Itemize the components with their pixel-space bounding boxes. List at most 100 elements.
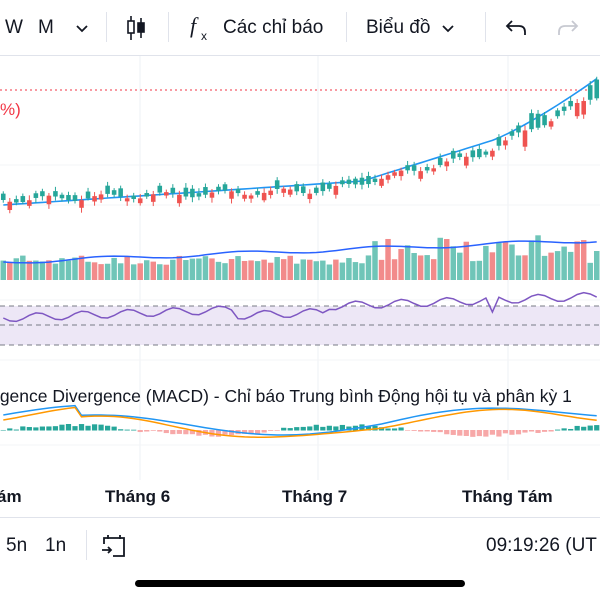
candle-body: [98, 194, 104, 200]
macd-histogram-bar: [463, 430, 469, 436]
volume-bar: [0, 260, 7, 280]
range-5n-button[interactable]: 5n: [6, 518, 27, 573]
macd-indicator-label[interactable]: rgence Divergence (MACD) - Chỉ báo Trung…: [0, 386, 572, 406]
macd-histogram-bar: [222, 430, 228, 435]
candle-body: [274, 180, 280, 189]
candle-body: [183, 187, 189, 197]
interval-dropdown-button[interactable]: [74, 0, 90, 55]
indicators-label: Các chỉ báo: [223, 16, 324, 38]
undo-button[interactable]: [505, 0, 527, 55]
chart-canvas[interactable]: [0, 56, 600, 516]
candle-body: [20, 196, 26, 202]
x-axis-label-may: ám: [0, 487, 22, 506]
volume-bar: [248, 260, 254, 280]
candle-body: [385, 175, 391, 180]
volume-bar: [404, 245, 411, 280]
volume-bar: [104, 263, 111, 280]
volume-bar: [183, 260, 189, 280]
macd-histogram-bar: [105, 425, 111, 431]
candle-body: [529, 113, 534, 130]
interval-w-button[interactable]: W: [5, 0, 23, 55]
volume-bar: [587, 262, 593, 280]
range-1n-button[interactable]: 1n: [45, 518, 66, 573]
chart-type-button[interactable]: Biểu đồ: [366, 0, 456, 55]
volume-bar: [144, 260, 150, 280]
volume-bar: [541, 255, 548, 280]
macd-histogram-bar: [176, 430, 182, 434]
clock-label: 09:19:26 (UT: [486, 534, 597, 556]
candle-body: [561, 106, 567, 111]
x-axis-label-june: Tháng 6: [105, 487, 171, 506]
macd-histogram-bar: [496, 430, 502, 437]
candle-body: [359, 177, 365, 185]
candle-body: [27, 200, 32, 206]
goto-date-button[interactable]: [100, 518, 128, 573]
candle-body: [444, 161, 450, 167]
candle-body: [574, 102, 580, 117]
candle-body: [46, 195, 52, 205]
candle-body: [235, 189, 241, 194]
interval-m-label: M: [38, 16, 54, 38]
macd-histogram-bar: [261, 430, 267, 433]
macd-histogram-bar: [137, 430, 143, 433]
indicators-button[interactable]: f x Các chỉ báo: [190, 0, 323, 55]
volume-bar: [222, 263, 228, 280]
volume-bar: [202, 256, 209, 280]
macd-histogram: [0, 423, 600, 437]
macd-histogram-bar: [46, 426, 52, 431]
candle-body: [261, 192, 267, 201]
candle-body: [418, 171, 423, 179]
volume-bar: [333, 259, 339, 280]
volume-bar: [150, 261, 156, 280]
volume-bar: [359, 263, 365, 280]
macd-histogram-bar: [52, 426, 59, 431]
candle-body: [242, 194, 247, 199]
volume-bar: [78, 255, 85, 280]
macd-histogram-bar: [391, 428, 398, 431]
bottom-toolbar: 5n 1n 09:19:26 (UT: [0, 517, 600, 573]
chevron-down-icon: [76, 24, 88, 32]
macd-histogram-bar: [541, 430, 548, 432]
candle-type-button[interactable]: [125, 0, 147, 55]
candle-body: [209, 192, 215, 198]
macd-histogram-bar: [124, 429, 130, 431]
volume-bar: [111, 257, 117, 280]
clock-timezone-button[interactable]: 09:19:26 (UT: [486, 518, 597, 573]
macd-histogram-bar: [333, 426, 339, 431]
candle-body: [66, 195, 71, 200]
macd-histogram-bar: [39, 426, 45, 431]
macd-histogram-bar: [274, 430, 280, 431]
volume-bar: [280, 259, 287, 280]
volume-bar: [457, 252, 463, 280]
candle-body: [516, 125, 521, 133]
macd-histogram-bar: [555, 429, 561, 431]
candle-body: [14, 199, 19, 203]
volume-bar: [580, 240, 587, 280]
candle-body: [424, 167, 430, 171]
candle-body: [150, 194, 156, 202]
macd-histogram-bar: [287, 428, 293, 431]
macd-histogram-bar: [268, 430, 274, 431]
volume-bar: [567, 251, 574, 280]
candle-body: [157, 185, 163, 193]
volume-bar: [228, 259, 235, 280]
candle-body: [255, 191, 260, 195]
candle-body: [535, 113, 541, 128]
macd-histogram-bar: [248, 430, 254, 434]
volume-bar: [59, 258, 65, 280]
candle-body: [555, 110, 560, 117]
candle-body: [111, 190, 117, 195]
interval-m-button[interactable]: M: [38, 0, 54, 55]
macd-histogram-bar: [450, 430, 456, 435]
volume-bar: [267, 262, 274, 280]
calendar-goto-icon: [102, 534, 125, 557]
redo-button[interactable]: [557, 0, 579, 55]
volume-bar: [430, 259, 437, 280]
volume-bar: [33, 260, 39, 280]
volume-bar: [372, 241, 378, 280]
volume-bar: [522, 255, 528, 280]
volume-bars: [0, 235, 600, 280]
volume-bar: [450, 246, 456, 280]
candle-body: [353, 178, 358, 185]
candle-body: [307, 193, 313, 200]
